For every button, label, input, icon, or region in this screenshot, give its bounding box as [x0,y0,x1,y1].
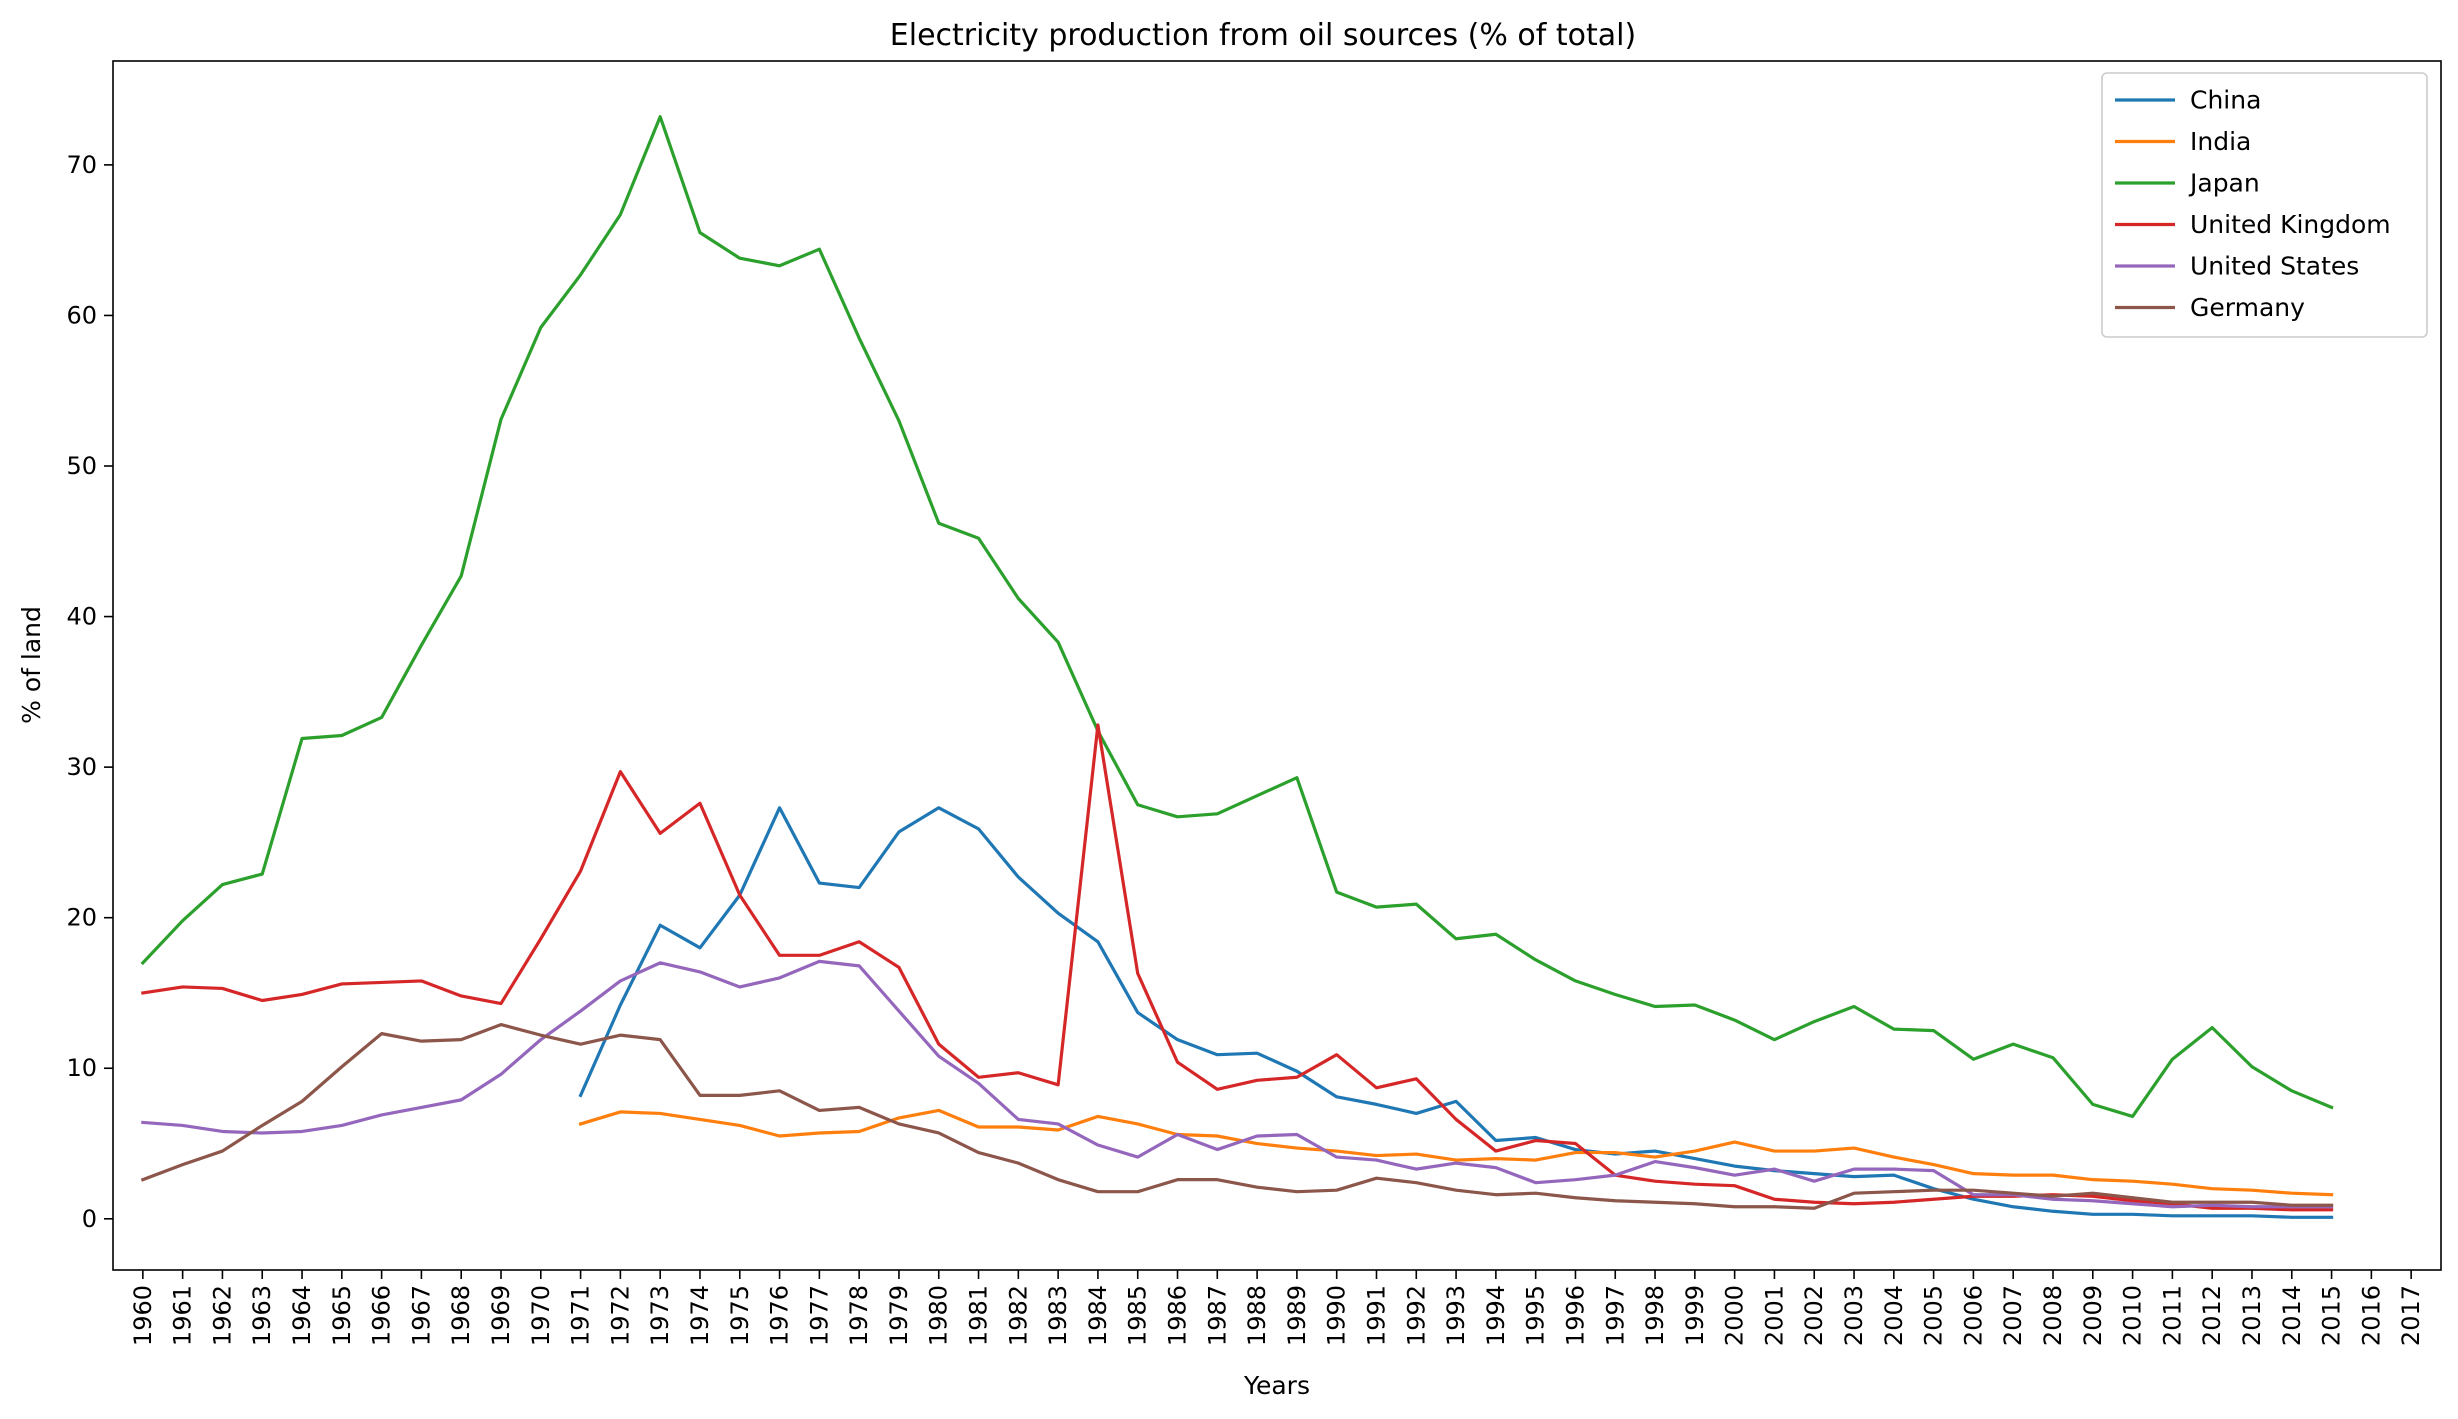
x-tick-label: 1994 [1482,1285,1510,1346]
x-tick-label: 1981 [965,1285,993,1346]
x-tick-label: 2003 [1840,1285,1868,1346]
x-tick-label: 1995 [1522,1285,1550,1346]
x-tick-label: 2013 [2238,1285,2266,1346]
series-line-china [578,806,2334,1219]
x-tick-label: 1978 [845,1285,873,1346]
x-tick-label: 1984 [1084,1285,1112,1346]
x-tick-label: 1977 [805,1285,833,1346]
series-line-united-kingdom [141,723,2334,1212]
legend-label: United States [2190,252,2359,281]
x-tick-label: 2011 [2158,1285,2186,1346]
y-tick-label: 50 [66,452,97,480]
x-tick-label: 1990 [1323,1285,1351,1346]
x-tick-label: 1988 [1243,1285,1271,1346]
legend-label: India [2190,127,2251,156]
x-tick-label: 1989 [1283,1285,1311,1346]
x-tick-label: 1993 [1442,1285,1470,1346]
x-tick-label: 1975 [726,1285,754,1346]
x-tick-label: 1982 [1004,1285,1032,1346]
legend-label: Germany [2190,293,2305,322]
y-tick-label: 60 [66,301,97,329]
x-tick-label: 2001 [1760,1285,1788,1346]
x-tick-label: 2002 [1800,1285,1828,1346]
series-layer [140,115,2334,1219]
x-tick-label: 1986 [1164,1285,1192,1346]
x-tick-label: 2009 [2079,1285,2107,1346]
x-tick-label: 1961 [169,1285,197,1346]
legend-label: China [2190,86,2261,115]
plot-area-frame [112,60,2442,1271]
series-line-japan [140,115,2334,1119]
x-tick-label: 2017 [2397,1285,2425,1346]
x-tick-label: 2006 [1959,1285,1987,1346]
x-tick-label: 1974 [686,1285,714,1346]
legend-label: United Kingdom [2190,210,2391,239]
y-tick-label: 10 [66,1054,97,1082]
x-tick-label: 2015 [2318,1285,2346,1346]
legend-box [2101,72,2428,338]
x-tick-label: 1979 [885,1285,913,1346]
x-tick-label: 1968 [447,1285,475,1346]
x-axis-label: Years [1243,1371,1310,1400]
y-tick-label: 0 [82,1205,97,1233]
x-tick-label: 1969 [487,1285,515,1346]
x-tick-label: 1987 [1203,1285,1231,1346]
series-line-germany [140,1022,2334,1210]
x-tick-label: 1997 [1601,1285,1629,1346]
x-tick-label: 2008 [2039,1285,2067,1346]
x-tick-label: 2010 [2119,1285,2147,1346]
x-tick-label: 1980 [925,1285,953,1346]
x-tick-label: 1965 [328,1285,356,1346]
x-tick-label: 1992 [1402,1285,1430,1346]
x-tick-label: 1962 [208,1285,236,1346]
y-axis-label: % of land [17,606,46,724]
x-tick-label: 1999 [1681,1285,1709,1346]
x-tick-label: 2005 [1920,1285,1948,1346]
x-tick-label: 1963 [248,1285,276,1346]
x-tick-label: 1996 [1561,1285,1589,1346]
x-tick-label: 2014 [2278,1285,2306,1346]
legend: China India Japan United Kingdom United Stat… [2101,72,2428,338]
chart-title: Electricity production from oil sources … [890,18,1636,53]
series-line-india [578,1108,2334,1197]
y-tick-label: 20 [66,904,97,932]
x-axis: 1960 1961 1962 1963 1964 1965 1966 1967 1968 1969… [129,1270,2425,1346]
y-axis: 0 10 20 30 40 50 60 70 [66,151,113,1233]
x-tick-label: 1964 [288,1285,316,1346]
x-tick-label: 1960 [129,1285,157,1346]
x-tick-label: 2016 [2357,1285,2385,1346]
x-tick-label: 2007 [1999,1285,2027,1346]
x-tick-label: 1973 [646,1285,674,1346]
x-tick-label: 2004 [1880,1285,1908,1346]
x-tick-label: 1971 [567,1285,595,1346]
x-tick-label: 1983 [1044,1285,1072,1346]
x-tick-label: 1967 [407,1285,435,1346]
x-tick-label: 2000 [1721,1285,1749,1346]
y-tick-label: 30 [66,753,97,781]
x-tick-label: 1991 [1362,1285,1390,1346]
y-tick-label: 40 [66,603,97,631]
x-tick-label: 1985 [1124,1285,1152,1346]
y-tick-label: 70 [66,151,97,179]
x-tick-label: 1998 [1641,1285,1669,1346]
x-tick-label: 1966 [368,1285,396,1346]
legend-label: Japan [2188,169,2260,198]
x-tick-label: 1972 [606,1285,634,1346]
x-tick-label: 2012 [2198,1285,2226,1346]
x-tick-label: 1970 [527,1285,555,1346]
x-tick-label: 1976 [766,1285,794,1346]
